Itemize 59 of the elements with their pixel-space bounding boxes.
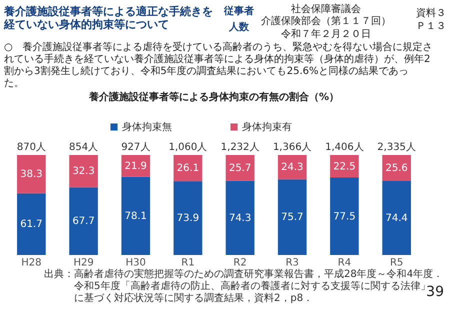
source-note: 出典：高齢者虐待の実態把握等のための調査研究事業報告書，平成28年度～令和4年度． xyxy=(44,268,444,280)
bar xyxy=(121,176,150,255)
x-tick-label: R1 xyxy=(181,258,195,268)
bar xyxy=(278,179,307,255)
bar xyxy=(226,180,254,255)
bar xyxy=(17,155,46,194)
chart-title: 養介護施設従事者等による身体拘束の有無の割合（%） xyxy=(88,91,340,103)
bar xyxy=(330,178,359,255)
annotation: 927人 xyxy=(121,142,150,153)
x-tick-label: H29 xyxy=(73,258,94,268)
data-label: 21.9 xyxy=(124,160,147,172)
text: 従事者 xyxy=(223,5,254,17)
annotation: 1,060人 xyxy=(168,142,208,153)
text: Ｐ１３ xyxy=(416,21,446,32)
x-tick-label: H30 xyxy=(126,258,146,268)
bar xyxy=(69,155,98,188)
data-label: 73.9 xyxy=(176,213,200,224)
annotation: 2,335人 xyxy=(377,142,416,153)
x-tick-label: R4 xyxy=(338,258,352,268)
bar xyxy=(278,155,307,180)
data-label: 24.3 xyxy=(281,162,304,174)
text: 養介護施設従事者等による適正な手続きを経ていない身体的拘束等について xyxy=(3,5,213,31)
text: 介護保険部会（第１１７回） xyxy=(261,15,391,27)
annotation: 870人 xyxy=(16,142,46,153)
data-label: 25.6 xyxy=(385,162,408,174)
bar xyxy=(17,193,46,255)
data-label: 61.7 xyxy=(20,219,43,230)
bar xyxy=(382,180,411,255)
data-label: 22.5 xyxy=(333,161,356,172)
bar xyxy=(174,155,202,182)
x-tick-label: H28 xyxy=(21,258,42,268)
text: 社会保障審議会 xyxy=(291,3,361,15)
bar xyxy=(330,155,359,178)
text: ○ 養介護施設従事者等による虐待を受けている高齢者のうち、緊急やむを得ない場合に規定されている手続きを経ていない養介護施設従事者等による身体的拘束等（身体的虐待）が、例年2割から3割発生し続けており、令和5年度の調査結果においても25.6%と同様の結果であった。 xyxy=(4,41,433,89)
data-label: 77.5 xyxy=(333,211,356,222)
data-label: 67.7 xyxy=(72,216,95,228)
data-label: 78.1 xyxy=(124,210,147,222)
data-label: 74.4 xyxy=(385,212,408,224)
text: 人数 xyxy=(228,21,250,33)
legend-label: 身体拘束無 xyxy=(122,121,172,133)
data-label: 74.3 xyxy=(228,212,252,224)
bar xyxy=(174,181,202,255)
legend-label: 身体拘束有 xyxy=(242,121,292,133)
annotation: 1,232人 xyxy=(220,142,260,153)
data-label: 32.3 xyxy=(72,166,95,178)
bar xyxy=(226,155,254,181)
x-tick-label: R2 xyxy=(233,258,247,268)
text: 令和７年２月２０日 xyxy=(281,28,371,40)
x-tick-label: R5 xyxy=(390,258,404,268)
data-label: 38.3 xyxy=(20,169,43,180)
annotation: 1,406人 xyxy=(325,142,364,153)
annotation: 1,366人 xyxy=(272,142,312,153)
data-label: 75.7 xyxy=(281,212,304,224)
x-tick-label: R3 xyxy=(286,258,299,268)
annotation: 854人 xyxy=(69,142,98,153)
data-label: 26.1 xyxy=(176,163,200,174)
bar xyxy=(69,187,98,255)
text: 資料３ xyxy=(416,7,446,19)
data-label: 25.7 xyxy=(228,162,252,174)
